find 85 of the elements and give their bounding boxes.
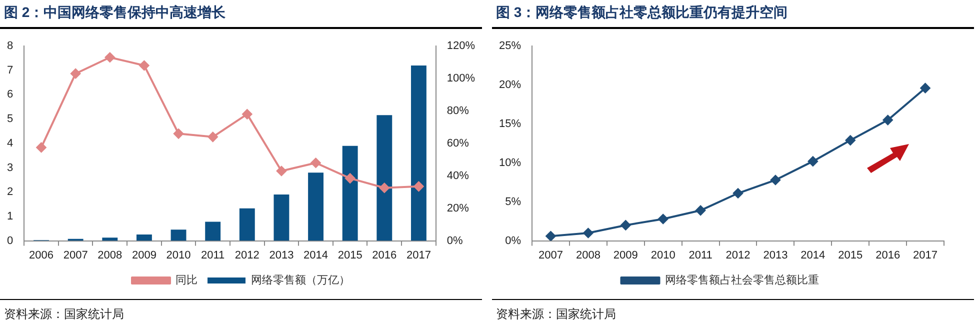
x-tick-label: 2008 [576,249,600,262]
y-tick-label: 8 [6,40,14,52]
point [70,68,81,79]
y-tick-label: 6 [6,88,14,101]
x-tick-label: 2011 [688,249,712,262]
x-tick-label: 2015 [338,249,362,262]
y-tick-label: 0% [505,234,522,247]
x-tick-label: 2008 [98,249,122,262]
point [882,115,893,126]
chart-title: 图 3：网络零售额占社零总额比重仍有提升空间 [496,4,788,22]
bar [170,230,186,241]
x-tick-label: 2006 [29,249,54,262]
y2-tick-label: 120% [446,40,476,52]
point [345,173,356,184]
bar [342,146,358,241]
bar [205,222,221,241]
x-tick-label: 2011 [201,249,225,262]
bar [308,172,324,241]
y-tick-label: 4 [6,137,14,150]
y-tick-label: 10% [498,156,522,169]
y-tick-label: 7 [6,64,14,76]
point [620,220,631,230]
y-tick-label: 20% [498,78,522,91]
legend-label: 同比 [176,274,198,287]
bar [410,65,426,241]
x-tick-label: 2015 [838,249,863,262]
x-tick-label: 2016 [876,249,900,262]
point [139,60,150,70]
text: 资料来源：国家统计局 [496,306,616,323]
y-tick-label: 15% [498,118,522,130]
y2-tick-label: 40% [446,170,470,182]
y2-tick-label: 100% [446,72,476,84]
point [414,181,424,192]
point [733,188,744,198]
x-tick-label: 2010 [650,249,676,262]
x-tick-label: 2013 [269,249,294,262]
point [174,128,184,139]
point [920,83,930,94]
point [310,158,321,168]
y2-tick-label: 80% [446,104,470,117]
text: 资料来源：国家统计局 [4,306,124,323]
x-tick-label: 2012 [234,249,260,262]
x-tick-label: 2014 [800,249,826,262]
point [242,109,252,120]
x-tick-label: 2013 [763,249,788,262]
y-tick-label: 0 [6,234,14,247]
x-tick-label: 2014 [304,249,328,262]
bar [274,194,290,241]
point [808,156,818,166]
x-tick-label: 2007 [63,249,88,262]
y-tick-label: 5% [505,196,522,208]
point [208,132,218,142]
point [845,135,856,146]
point [276,166,286,176]
point [104,52,115,62]
y2-tick-label: 20% [446,202,470,214]
y-tick-label: 5 [6,113,14,126]
x-tick-label: 2012 [726,249,750,262]
y-tick-label: 2 [6,186,14,198]
y-tick-label: 1 [6,210,14,222]
legend-label: 网络零售额占社会零售总额比重 [664,274,819,287]
legend-label: 网络零售额（万亿） [251,274,350,287]
x-tick-label: 2017 [913,249,938,262]
x-tick-label: 2007 [538,249,563,262]
point [546,231,556,241]
bar [102,238,118,241]
y2-tick-label: 60% [446,137,470,150]
x-tick-label: 2017 [406,249,431,262]
y-tick-label: 25% [498,40,522,52]
bar [136,234,152,241]
x-tick-label: 2010 [166,249,191,262]
y-tick-label: 3 [6,162,14,174]
point [658,214,668,224]
x-tick-label: 2016 [372,249,397,262]
bar [239,208,255,241]
chart-title: 图 2：中国网络零售保持中高速增长 [4,4,226,22]
point [379,182,390,193]
y2-tick-label: 0% [446,234,463,247]
x-tick-label: 2009 [132,249,156,262]
point [36,142,46,152]
point [770,175,780,186]
bar [376,115,392,241]
point [696,205,706,216]
point [583,228,594,238]
x-tick-label: 2009 [613,249,638,262]
